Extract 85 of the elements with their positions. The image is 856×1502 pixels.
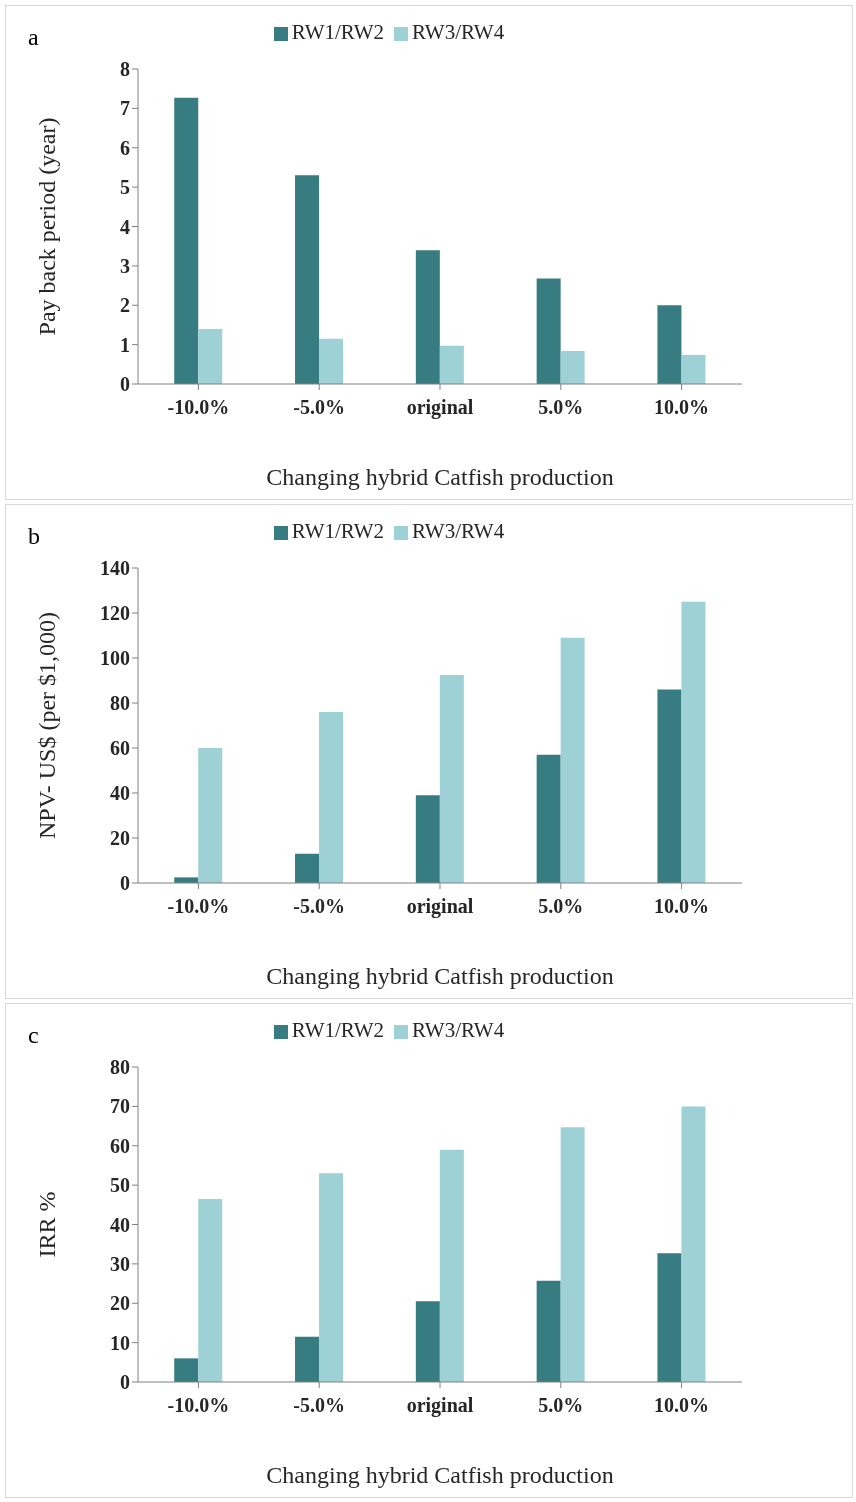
y-tick-label: 60 <box>110 1134 130 1157</box>
bar <box>174 1358 199 1382</box>
bar <box>560 350 585 384</box>
y-tick-label: 120 <box>100 602 130 625</box>
bar <box>681 1106 706 1382</box>
y-tick-label: 50 <box>110 1174 130 1197</box>
bar <box>536 754 561 883</box>
y-tick-label: 80 <box>110 692 130 715</box>
legend-label: RW3/RW4 <box>412 20 505 44</box>
y-tick-label: 20 <box>110 827 130 850</box>
y-tick-label: 7 <box>120 97 130 120</box>
y-tick-label: 80 <box>110 1056 130 1079</box>
legend-label: RW1/RW2 <box>291 519 384 543</box>
x-tick-label: original <box>406 396 474 420</box>
y-tick-label: 0 <box>120 1371 130 1394</box>
y-tick-label: 40 <box>110 1213 130 1236</box>
x-tick-label: -10.0% <box>167 396 230 419</box>
x-tick-label: -5.0% <box>293 396 346 419</box>
y-axis-title: NPV- US$ (per $1,000) <box>33 611 60 840</box>
y-tick-label: 0 <box>120 373 130 396</box>
bar <box>560 1127 585 1382</box>
x-tick-label: -10.0% <box>167 1394 230 1417</box>
bar <box>295 853 320 883</box>
text: b <box>28 523 40 550</box>
legend-label: RW1/RW2 <box>291 20 384 44</box>
y-tick-label: 0 <box>120 872 130 895</box>
x-tick-label: -5.0% <box>293 1394 346 1417</box>
bar <box>198 748 223 883</box>
y-tick-label: 1 <box>120 333 130 356</box>
bar <box>174 97 199 384</box>
bar <box>439 674 464 883</box>
y-tick-label: 100 <box>100 647 130 670</box>
legend-label: RW1/RW2 <box>291 1018 384 1042</box>
x-tick-label: -5.0% <box>293 895 346 918</box>
y-tick-label: 10 <box>110 1331 130 1354</box>
text: c <box>28 1022 39 1049</box>
bar <box>295 175 320 384</box>
bar <box>560 637 585 883</box>
y-axis-title: Pay back period (year) <box>33 117 60 336</box>
y-tick-label: 140 <box>100 557 130 580</box>
bar <box>681 354 706 384</box>
x-tick-label: 10.0% <box>654 1394 710 1417</box>
x-axis-title: Changing hybrid Catfish production <box>266 1462 614 1488</box>
bar <box>536 1280 561 1382</box>
y-tick-label: 4 <box>120 215 130 238</box>
legend-label: RW3/RW4 <box>412 1018 505 1042</box>
bar <box>657 1253 682 1382</box>
x-tick-label: 5.0% <box>538 895 584 918</box>
y-tick-label: 2 <box>120 294 130 317</box>
bar <box>439 1149 464 1382</box>
x-tick-label: 5.0% <box>538 1394 584 1417</box>
x-axis-title: Changing hybrid Catfish production <box>266 963 614 989</box>
y-axis-title: IRR % <box>33 1191 60 1258</box>
y-tick-label: 40 <box>110 782 130 805</box>
y-tick-label: 5 <box>120 176 130 199</box>
bar <box>415 1301 440 1382</box>
bar <box>319 712 344 883</box>
x-tick-label: -10.0% <box>167 895 230 918</box>
bar <box>657 689 682 883</box>
x-axis-title: Changing hybrid Catfish production <box>266 464 614 490</box>
bar <box>439 345 464 384</box>
y-tick-label: 60 <box>110 737 130 760</box>
y-tick-label: 8 <box>120 58 130 81</box>
text: a <box>28 24 39 51</box>
bar <box>415 250 440 384</box>
bar <box>681 601 706 883</box>
x-tick-label: original <box>406 895 474 919</box>
bar <box>536 278 561 384</box>
y-tick-label: 30 <box>110 1252 130 1275</box>
legend-label: RW3/RW4 <box>412 519 505 543</box>
bar <box>198 1198 223 1382</box>
x-tick-label: original <box>406 1394 474 1418</box>
y-tick-label: 70 <box>110 1095 130 1118</box>
x-tick-label: 10.0% <box>654 396 710 419</box>
bar <box>319 1173 344 1382</box>
y-tick-label: 20 <box>110 1292 130 1315</box>
x-tick-label: 10.0% <box>654 895 710 918</box>
bar <box>295 1336 320 1382</box>
y-tick-label: 3 <box>120 254 130 277</box>
bar <box>415 795 440 883</box>
bar <box>198 328 223 384</box>
bar <box>319 338 344 384</box>
y-tick-label: 6 <box>120 136 130 159</box>
x-tick-label: 5.0% <box>538 396 584 419</box>
bar <box>657 305 682 384</box>
